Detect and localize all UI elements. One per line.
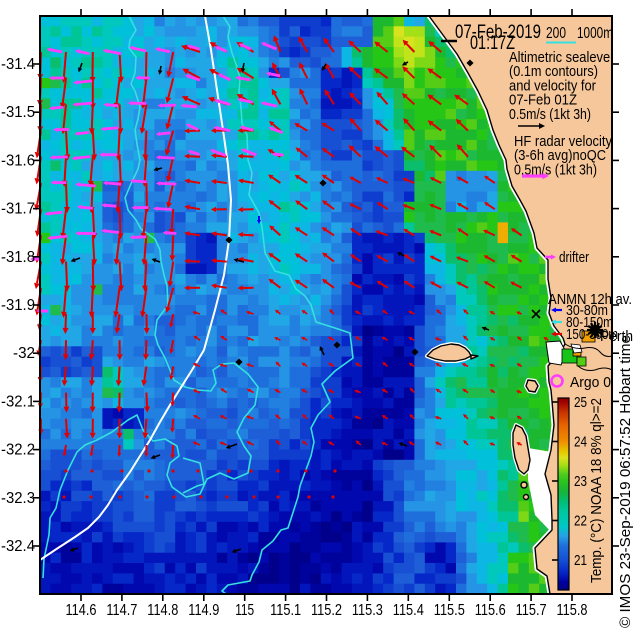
svg-text:115.1: 115.1 xyxy=(270,602,301,619)
svg-text:-32.3: -32.3 xyxy=(1,490,35,507)
svg-text:21: 21 xyxy=(574,552,587,569)
svg-text:Argo 0: Argo 0 xyxy=(570,374,611,391)
svg-text:114.9: 114.9 xyxy=(188,602,219,619)
svg-text:© IMOS 23-Sep-2019 06:57:52 Ho: © IMOS 23-Sep-2019 06:57:52 Hobart time xyxy=(617,335,634,628)
svg-text:Temp. (°C) NOAA 18 8% ql>=2: Temp. (°C) NOAA 18 8% ql>=2 xyxy=(588,398,605,583)
svg-text:drifter: drifter xyxy=(559,249,589,266)
svg-text:25: 25 xyxy=(574,394,587,411)
svg-text:-31.8: -31.8 xyxy=(1,249,35,266)
svg-text:115.4: 115.4 xyxy=(393,602,424,619)
svg-text:115.7: 115.7 xyxy=(516,602,547,619)
svg-text:115.6: 115.6 xyxy=(475,602,506,619)
svg-text:-31.9: -31.9 xyxy=(1,297,35,314)
svg-text:-31.5: -31.5 xyxy=(1,104,35,121)
svg-text:114.8: 114.8 xyxy=(147,602,178,619)
svg-text:22: 22 xyxy=(574,513,587,530)
svg-text:114.7: 114.7 xyxy=(106,602,137,619)
svg-text:115.8: 115.8 xyxy=(557,602,588,619)
svg-text:1000m: 1000m xyxy=(577,25,613,42)
svg-text:-31.6: -31.6 xyxy=(1,152,35,169)
svg-text:23: 23 xyxy=(574,473,587,490)
svg-text:24: 24 xyxy=(574,434,587,451)
svg-text:-32.1: -32.1 xyxy=(1,393,35,410)
svg-text:-32.4: -32.4 xyxy=(1,538,35,555)
svg-text:115.5: 115.5 xyxy=(434,602,465,619)
svg-text:-32.2: -32.2 xyxy=(1,442,35,459)
svg-text:114.6: 114.6 xyxy=(66,602,97,619)
svg-text:-31.4: -31.4 xyxy=(1,56,35,73)
svg-text:0.5m/s (1kt 3h): 0.5m/s (1kt 3h) xyxy=(509,106,591,123)
svg-text:115.3: 115.3 xyxy=(352,602,383,619)
svg-text:200: 200 xyxy=(546,25,566,42)
svg-text:-32: -32 xyxy=(13,345,35,362)
svg-text:115: 115 xyxy=(235,602,254,619)
svg-text:115.2: 115.2 xyxy=(311,602,342,619)
svg-text:-31.7: -31.7 xyxy=(1,201,35,218)
